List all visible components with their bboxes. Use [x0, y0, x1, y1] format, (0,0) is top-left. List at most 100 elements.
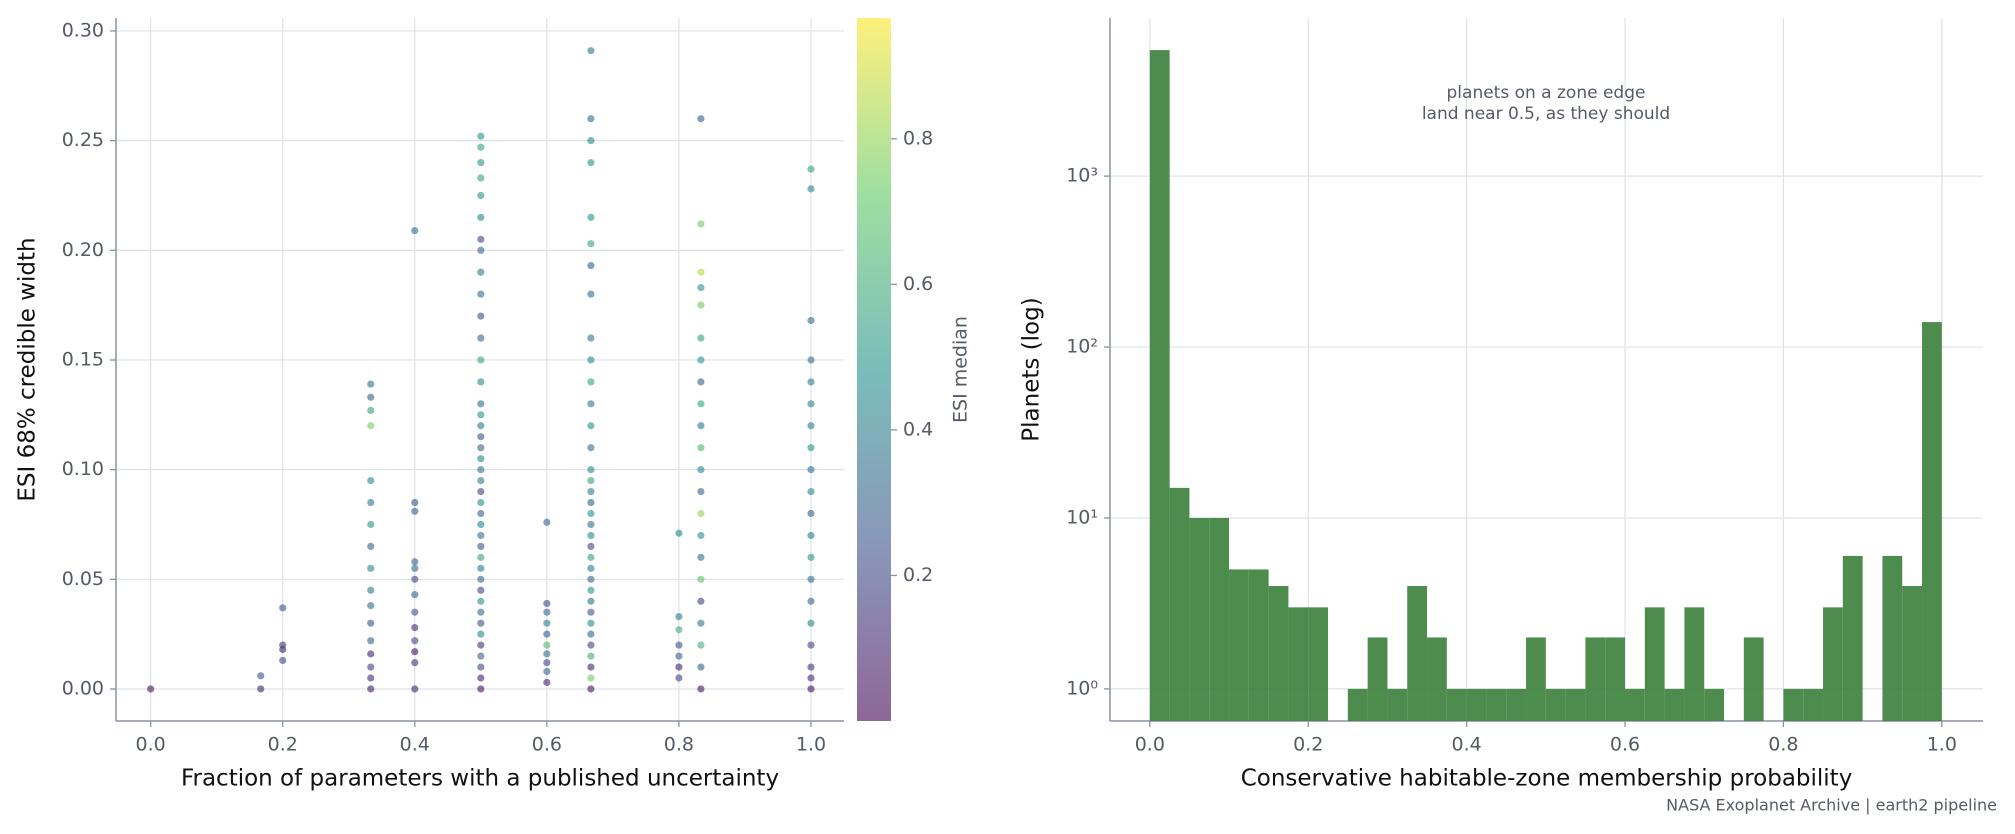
- point: [807, 165, 815, 173]
- point: [477, 174, 485, 182]
- point: [367, 663, 375, 671]
- point: [587, 466, 595, 474]
- point: [587, 290, 595, 298]
- point: [587, 520, 595, 529]
- bar: [1209, 517, 1230, 721]
- point: [279, 656, 287, 665]
- point: [477, 433, 485, 441]
- bar: [1585, 637, 1606, 721]
- bar: [1189, 517, 1210, 721]
- point: [367, 520, 375, 529]
- point: [477, 674, 485, 682]
- colorbar-tick-label: 0.2: [903, 564, 933, 586]
- point: [807, 531, 815, 540]
- bar: [1605, 637, 1626, 721]
- bar: [1684, 607, 1705, 721]
- point: [477, 531, 485, 540]
- point: [543, 659, 551, 667]
- colorbar-tick-label: 0.6: [903, 273, 933, 295]
- point: [675, 641, 683, 649]
- x-tick-label: 0.8: [1768, 734, 1798, 756]
- bar: [1565, 688, 1586, 721]
- point: [477, 466, 485, 474]
- point: [477, 597, 485, 605]
- bar: [1664, 688, 1685, 721]
- y-tick-label: 10¹: [1066, 506, 1098, 528]
- point: [477, 213, 485, 221]
- bar: [1783, 688, 1804, 721]
- point: [543, 641, 551, 649]
- bar: [1288, 607, 1309, 721]
- y-axis-label: ESI 68% credible width: [15, 237, 41, 501]
- point: [807, 553, 815, 561]
- point: [697, 531, 705, 540]
- point: [697, 487, 705, 496]
- y-tick-label: 0.20: [62, 239, 104, 261]
- point: [477, 630, 485, 638]
- point: [367, 674, 375, 682]
- bar: [1248, 569, 1269, 721]
- y-tick-label: 0.10: [62, 458, 104, 480]
- point: [367, 393, 375, 401]
- point: [587, 444, 595, 452]
- point: [477, 411, 485, 419]
- point: [697, 619, 705, 627]
- point: [477, 520, 485, 529]
- point: [587, 619, 595, 627]
- point: [587, 564, 595, 572]
- x-tick-label: 0.0: [136, 734, 166, 756]
- point: [587, 115, 595, 123]
- point: [477, 334, 485, 342]
- y-tick-label: 0.00: [62, 677, 104, 699]
- bar: [1842, 555, 1863, 721]
- point: [587, 597, 595, 605]
- point: [367, 564, 375, 572]
- point: [477, 586, 485, 594]
- point: [543, 518, 551, 526]
- bar: [1446, 688, 1467, 721]
- point: [587, 542, 595, 551]
- point: [807, 509, 815, 518]
- colorbar-label: ESI median: [950, 316, 972, 423]
- x-axis-label: Conservative habitable-zone membership p…: [1241, 766, 1853, 792]
- point: [675, 612, 683, 621]
- point: [411, 637, 419, 645]
- y-tick-label: 10³: [1066, 165, 1098, 187]
- bar: [1506, 688, 1527, 721]
- point: [587, 608, 595, 616]
- point: [257, 672, 265, 680]
- point: [587, 422, 595, 430]
- y-tick-label: 0.05: [62, 568, 104, 590]
- y-tick-label: 0.15: [62, 348, 104, 370]
- point: [587, 262, 595, 270]
- point: [367, 586, 375, 594]
- point: [675, 529, 683, 537]
- y-tick-label: 10⁰: [1066, 677, 1098, 699]
- point: [807, 400, 815, 408]
- point: [807, 466, 815, 474]
- point: [477, 235, 485, 243]
- bar: [1922, 322, 1942, 721]
- point: [697, 597, 705, 605]
- point: [587, 47, 595, 55]
- bar: [1823, 607, 1843, 721]
- x-tick-label: 0.6: [1610, 734, 1640, 756]
- point: [411, 623, 419, 632]
- point: [411, 226, 419, 235]
- x-tick-label: 1.0: [1927, 734, 1957, 756]
- point: [697, 466, 705, 474]
- point: [697, 283, 705, 292]
- point: [697, 509, 705, 518]
- point: [697, 685, 705, 693]
- bar: [1169, 487, 1190, 721]
- bar: [1268, 585, 1289, 721]
- point: [477, 246, 485, 254]
- point: [587, 509, 595, 518]
- x-tick-label: 0.6: [532, 734, 562, 756]
- point: [477, 564, 485, 572]
- bar: [1743, 637, 1764, 721]
- point: [807, 674, 815, 682]
- point: [807, 575, 815, 583]
- point: [587, 476, 595, 485]
- point: [367, 685, 375, 693]
